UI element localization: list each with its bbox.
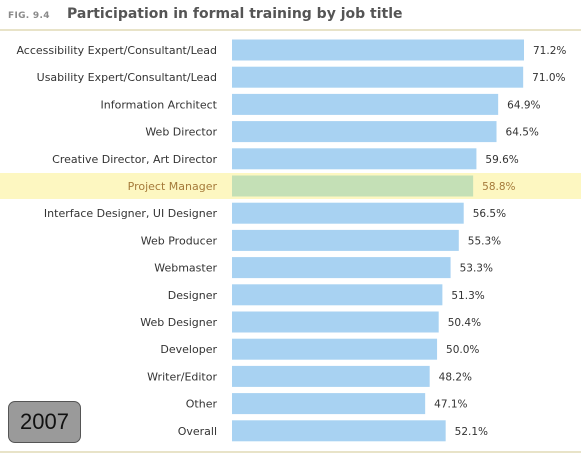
header-divider [0,29,581,31]
value-label-creative-director-art-director: 59.6% [485,154,518,166]
value-label-web-director: 64.5% [506,127,539,139]
value-label-other: 47.1% [434,399,467,411]
figure-header: FIG. 9.4 Participation in formal trainin… [0,0,581,30]
category-label-creative-director-art-director: Creative Director, Art Director [52,153,217,166]
category-label-web-producer: Web Producer [141,234,218,247]
category-label-overall: Overall [178,425,217,438]
year-badge: 2007 [8,401,81,443]
bar-usability-expert-consultant-lead [232,66,524,88]
bar-webmaster [232,257,451,279]
bar-interface-designer-ui-designer [232,202,464,224]
value-label-project-manager: 58.8% [482,181,515,193]
chart-title: Participation in formal training by job … [67,6,403,22]
category-label-usability-expert-consultant-lead: Usability Expert/Consultant/Lead [37,71,217,84]
category-label-web-designer: Web Designer [140,316,217,329]
bar-developer [232,338,438,360]
category-label-web-director: Web Director [145,126,217,139]
value-label-web-producer: 55.3% [468,235,501,247]
figure-number: FIG. 9.4 [8,11,50,21]
value-label-web-designer: 50.4% [448,317,481,329]
bar-accessibility-expert-consultant-lead [232,39,524,61]
category-label-writer-editor: Writer/Editor [147,370,217,383]
category-label-other: Other [186,398,218,411]
value-label-overall: 52.1% [455,426,488,438]
category-label-designer: Designer [168,289,218,302]
value-label-webmaster: 53.3% [460,263,493,275]
bar-web-director [232,121,497,143]
bar-writer-editor [232,365,430,387]
bar-project-manager [232,175,474,197]
category-label-interface-designer-ui-designer: Interface Designer, UI Designer [44,207,218,220]
bar-creative-director-art-director [232,148,477,170]
category-label-information-architect: Information Architect [101,98,218,111]
value-label-designer: 51.3% [451,290,484,302]
bar-web-producer [232,229,459,251]
bar-web-designer [232,311,439,333]
value-label-information-architect: 64.9% [507,99,540,111]
value-label-developer: 50.0% [446,344,479,356]
bottom-divider [0,451,581,453]
category-label-accessibility-expert-consultant-lead: Accessibility Expert/Consultant/Lead [16,44,217,57]
value-label-writer-editor: 48.2% [439,371,472,383]
bar-designer [232,284,443,306]
category-label-developer: Developer [160,343,217,356]
bar-other [232,393,426,415]
value-label-interface-designer-ui-designer: 56.5% [473,208,506,220]
value-label-usability-expert-consultant-lead: 71.0% [532,72,565,84]
category-label-webmaster: Webmaster [154,262,217,275]
bar-overall [232,420,446,442]
value-label-accessibility-expert-consultant-lead: 71.2% [533,45,566,57]
bar-information-architect [232,93,499,115]
category-label-project-manager: Project Manager [128,180,218,193]
